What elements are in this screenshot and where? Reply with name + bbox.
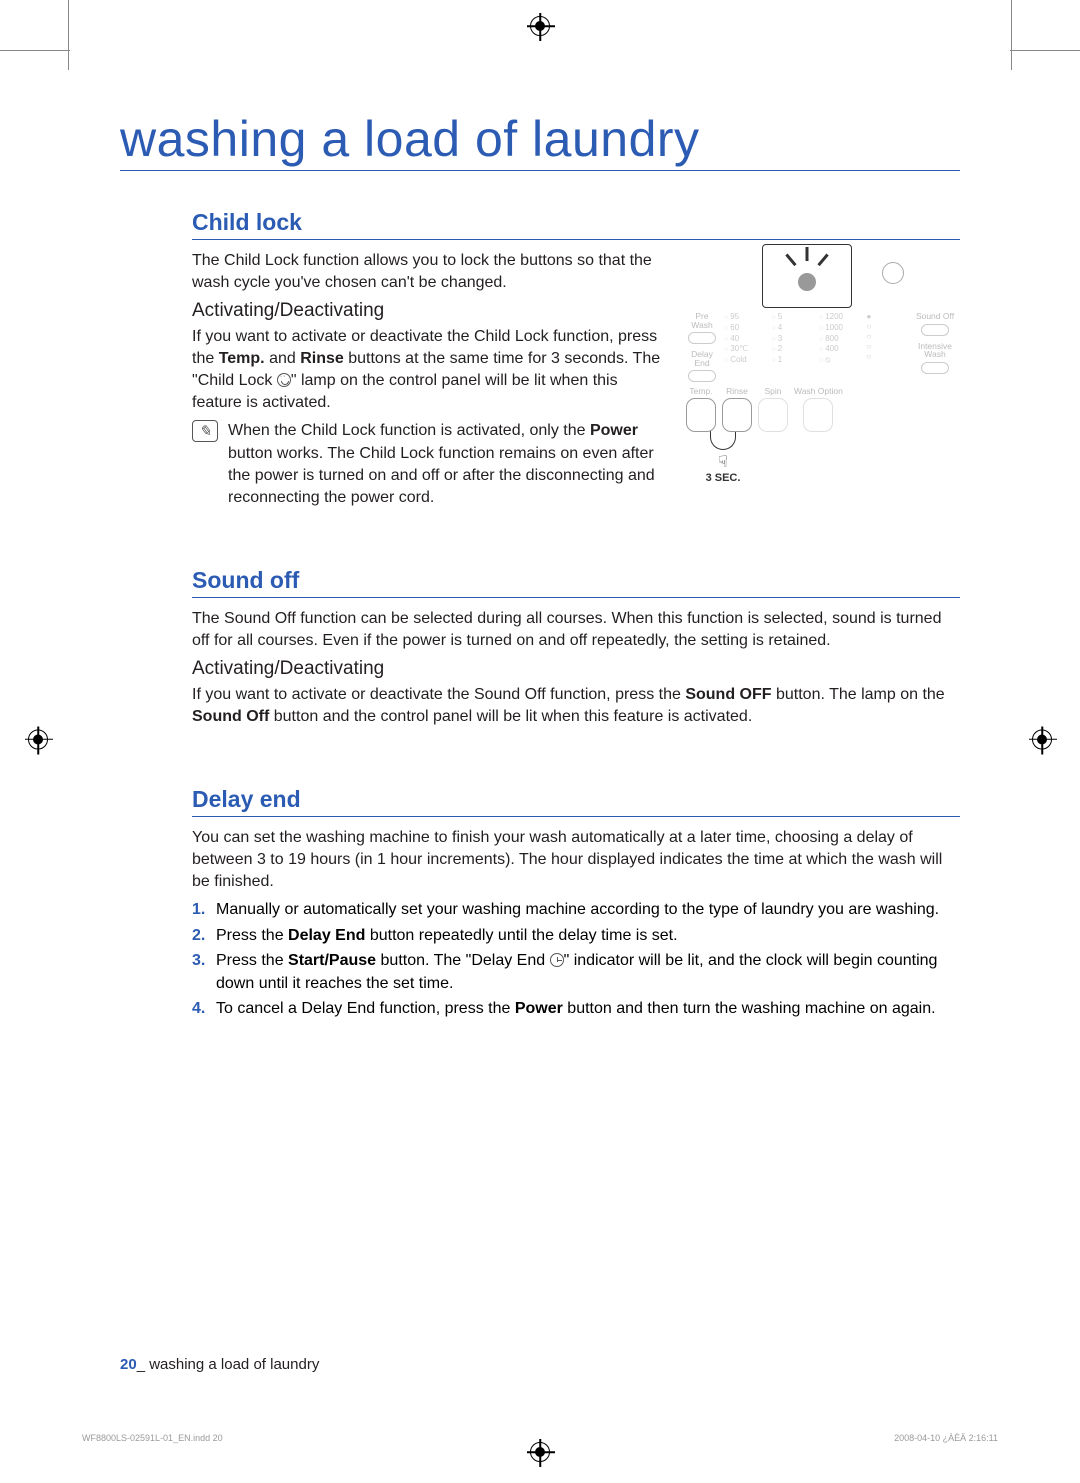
temp-button [686, 398, 716, 432]
wash-option-button [803, 398, 833, 432]
hand-press-icon: ☟ [686, 452, 760, 472]
registration-mark-right [1032, 729, 1052, 754]
three-sec-caption: 3 SEC. [686, 472, 760, 484]
child-lock-intro: The Child Lock function allows you to lo… [192, 250, 664, 294]
child-lock-heading: Child lock [192, 209, 960, 240]
panel-label-soundoff: Sound Off [914, 312, 956, 321]
child-lock-panel-icon [882, 262, 904, 284]
wash-option-list: ● ○ ○ ○ ○ [867, 312, 911, 362]
panel-label-intensive: Intensive Wash [914, 342, 956, 359]
sound-off-activate-text: If you want to activate or deactivate th… [192, 684, 960, 728]
press-arc [710, 430, 736, 450]
trim-mark [0, 50, 70, 51]
note-icon: ✎ [192, 420, 218, 442]
delay-end-intro: You can set the washing machine to finis… [192, 827, 960, 893]
sound-off-intro: The Sound Off function can be selected d… [192, 608, 960, 652]
delay-end-button [688, 370, 716, 382]
delay-end-clock-icon [550, 953, 564, 967]
sound-off-heading: Sound off [192, 567, 960, 598]
delay-end-steps: 1.Manually or automatically set your was… [192, 899, 960, 1020]
step-2: 2.Press the Delay End button repeatedly … [192, 925, 960, 947]
panel-label-prewash: Pre Wash [684, 312, 720, 329]
prewash-button [688, 332, 716, 344]
control-panel-figure: Pre Wash Delay End 95 60 40 30℃ Cold [680, 250, 960, 488]
page-content: washing a load of laundry Child lock The… [120, 110, 960, 1023]
spin-label: Spin [758, 386, 788, 396]
intensive-wash-button [921, 362, 949, 374]
panel-button-row: Temp. Rinse Spin Wash Option [684, 386, 956, 432]
trim-mark [68, 0, 69, 70]
sound-off-subheading: Activating/Deactivating [192, 658, 960, 680]
wash-option-label: Wash Option [794, 386, 843, 396]
spin-button [758, 398, 788, 432]
rinse-options: 5 4 3 2 1 [772, 312, 816, 366]
step-3: 3.Press the Start/Pause button. The "Del… [192, 950, 960, 995]
spin-options: 1200 1000 800 400 ⦸ [819, 312, 863, 366]
panel-label-delayend: Delay End [684, 350, 720, 367]
child-lock-note-text: When the Child Lock function is activate… [228, 420, 664, 508]
child-lock-activate-text: If you want to activate or deactivate th… [192, 326, 664, 414]
step-1: 1.Manually or automatically set your was… [192, 899, 960, 921]
child-lock-subheading: Activating/Deactivating [192, 300, 664, 322]
cycle-dial [762, 244, 852, 308]
registration-mark-bottom [530, 1442, 550, 1467]
registration-mark-left [28, 729, 48, 754]
sound-off-button [921, 324, 949, 336]
page-footer: 20_ washing a load of laundry [120, 1356, 319, 1373]
section-child-lock: Child lock The Child Lock function allow… [192, 209, 960, 509]
trim-mark [1010, 50, 1080, 51]
child-lock-face-icon [277, 373, 291, 387]
trim-mark [1011, 0, 1012, 70]
page-number: 20 [120, 1356, 137, 1373]
rinse-label: Rinse [722, 386, 752, 396]
indd-filename: WF8800LS-02591L-01_EN.indd 20 [82, 1433, 223, 1443]
rinse-button [722, 398, 752, 432]
chapter-title: washing a load of laundry [120, 110, 960, 171]
print-metadata: WF8800LS-02591L-01_EN.indd 20 2008-04-10… [82, 1433, 998, 1443]
running-title: washing a load of laundry [149, 1356, 319, 1373]
step-4: 4.To cancel a Delay End function, press … [192, 998, 960, 1020]
temp-options: 95 60 40 30℃ Cold [724, 312, 768, 366]
indd-timestamp: 2008-04-10 ¿ÀÈÄ 2:16:11 [894, 1433, 998, 1443]
section-delay-end: Delay end You can set the washing machin… [192, 786, 960, 1020]
section-sound-off: Sound off The Sound Off function can be … [192, 567, 960, 728]
delay-end-heading: Delay end [192, 786, 960, 817]
registration-mark-top [530, 16, 550, 41]
temp-label: Temp. [686, 386, 716, 396]
child-lock-note: ✎ When the Child Lock function is activa… [192, 420, 664, 508]
